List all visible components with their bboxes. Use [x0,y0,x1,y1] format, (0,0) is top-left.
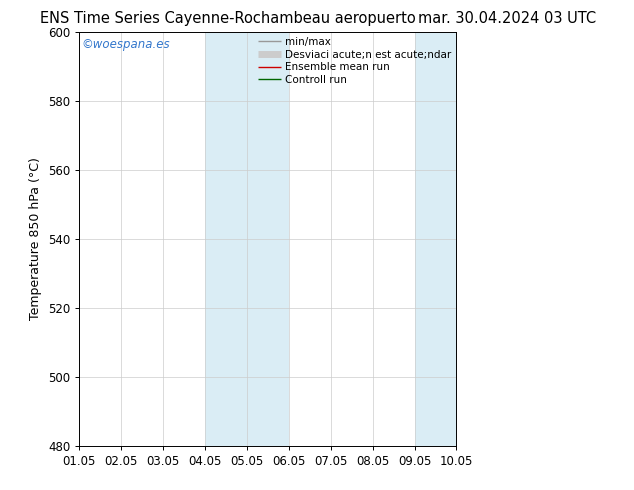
Text: ENS Time Series Cayenne-Rochambeau aeropuerto: ENS Time Series Cayenne-Rochambeau aerop… [41,11,416,26]
Text: mar. 30.04.2024 03 UTC: mar. 30.04.2024 03 UTC [418,11,596,26]
Text: woespana.es: woespana.es [89,38,170,51]
Bar [415,32,456,446]
Y-axis label: Temperature 850 hPa (°C): Temperature 850 hPa (°C) [29,157,42,320]
Bar [205,32,289,446]
Legend: min/max, Desviaci acute;n est acute;ndar, Ensemble mean run, Controll run: min/max, Desviaci acute;n est acute;ndar… [258,37,451,85]
Text: ©: © [81,38,93,51]
